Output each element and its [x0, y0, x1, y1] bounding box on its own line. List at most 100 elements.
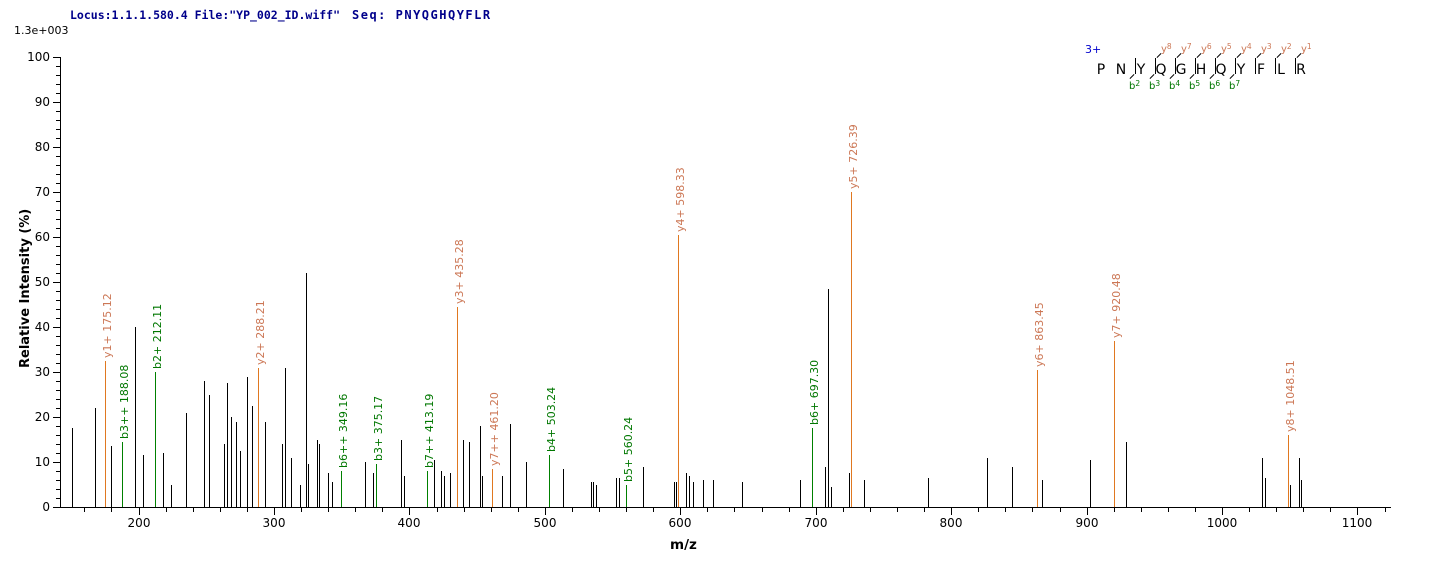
peak: [291, 458, 292, 507]
y-minor-tick: [56, 291, 60, 292]
peak-label: y6+ 863.45: [1033, 302, 1046, 367]
peak: [1301, 480, 1302, 507]
x-minor-tick: [626, 508, 627, 512]
x-minor-tick: [220, 508, 221, 512]
y-minor-tick: [56, 489, 60, 490]
x-major-tick: [545, 508, 546, 515]
x-minor-tick: [870, 508, 871, 512]
x-tick-label: 400: [397, 516, 421, 530]
x-minor-tick: [1141, 508, 1142, 512]
y-minor-tick: [56, 111, 60, 112]
peak: [596, 485, 597, 507]
residue-letter: Q: [1215, 62, 1227, 78]
peak: [252, 406, 253, 507]
fragment-peak-y: [1114, 341, 1115, 507]
peak-label: y2+ 288.21: [254, 300, 267, 365]
peak: [450, 473, 451, 507]
y-major-tick: [53, 282, 60, 283]
peak-label: b3++ 188.08: [118, 364, 131, 439]
b-fragment-tick: [1229, 74, 1235, 79]
y-minor-tick: [56, 363, 60, 364]
y-minor-tick: [56, 318, 60, 319]
residue-letter: P: [1096, 62, 1106, 78]
fragment-label-b4: b4: [1169, 79, 1181, 92]
fragment-peak-y: [258, 368, 259, 507]
peak-label: y5+ 726.39: [847, 124, 860, 189]
peak: [401, 440, 402, 507]
peak: [482, 476, 483, 507]
peak: [143, 455, 144, 507]
fragment-peak-b: [427, 471, 428, 507]
peak: [1290, 485, 1291, 507]
residue-letter: Q: [1155, 62, 1167, 78]
peak: [463, 440, 464, 507]
peak: [224, 444, 225, 507]
peak-label: b2+ 212.11: [151, 303, 164, 369]
x-minor-tick: [707, 508, 708, 512]
peak: [1126, 442, 1127, 507]
x-minor-tick: [1168, 508, 1169, 512]
peak: [444, 476, 445, 507]
fragment-peak-y: [678, 235, 679, 507]
residue-letter: G: [1175, 62, 1187, 78]
x-minor-tick: [193, 508, 194, 512]
y-minor-tick: [56, 354, 60, 355]
fragment-label-y6: y6: [1201, 42, 1212, 55]
y-minor-tick: [56, 165, 60, 166]
residue-letter: L: [1277, 62, 1285, 78]
y-tick-label: 90: [34, 95, 50, 109]
x-minor-tick: [464, 508, 465, 512]
peak: [332, 482, 333, 507]
peak: [864, 480, 865, 507]
b-fragment-tick: [1169, 74, 1175, 79]
peak: [510, 424, 511, 507]
cleavage-bar: [1295, 58, 1296, 74]
x-minor-tick: [843, 508, 844, 512]
x-minor-tick: [491, 508, 492, 512]
peak: [591, 482, 592, 507]
peak-label: b7++ 413.19: [423, 393, 436, 468]
y-minor-tick: [56, 336, 60, 337]
peak-label: b3+ 375.17: [372, 395, 385, 461]
x-major-tick: [1087, 508, 1088, 515]
cleavage-bar: [1135, 58, 1136, 74]
y-minor-tick: [56, 210, 60, 211]
y-tick-label: 100: [27, 50, 50, 64]
peak: [373, 473, 374, 507]
peak: [240, 451, 241, 507]
x-axis-title: m/z: [670, 537, 697, 553]
x-tick-label: 1100: [1341, 516, 1373, 530]
peak: [319, 444, 320, 507]
fragment-peak-y: [492, 469, 493, 507]
x-minor-tick: [572, 508, 573, 512]
peak: [328, 473, 329, 507]
y-minor-tick: [56, 435, 60, 436]
x-major-tick: [274, 508, 275, 515]
peak: [282, 444, 283, 507]
y-major-tick: [53, 102, 60, 103]
x-axis-line: [60, 507, 1391, 508]
fragment-peak-y: [1288, 435, 1289, 507]
y-minor-tick: [56, 453, 60, 454]
fragment-peak-y: [457, 307, 458, 507]
x-tick-label: 800: [939, 516, 963, 530]
y-tick-label: 30: [34, 365, 50, 379]
fragment-label-b2: b2: [1129, 79, 1141, 92]
x-minor-tick: [1249, 508, 1250, 512]
peak: [111, 446, 112, 507]
peak: [265, 422, 266, 507]
peak: [95, 408, 96, 507]
x-major-tick: [1357, 508, 1358, 515]
y-major-tick: [53, 372, 60, 373]
x-major-tick: [680, 508, 681, 515]
x-minor-tick: [1330, 508, 1331, 512]
peak: [365, 462, 366, 507]
peak: [674, 482, 675, 507]
peak-label: b4+ 503.24: [545, 386, 558, 452]
x-tick-label: 700: [804, 516, 828, 530]
x-minor-tick: [1276, 508, 1277, 512]
x-major-tick: [1222, 508, 1223, 515]
x-minor-tick: [84, 508, 85, 512]
